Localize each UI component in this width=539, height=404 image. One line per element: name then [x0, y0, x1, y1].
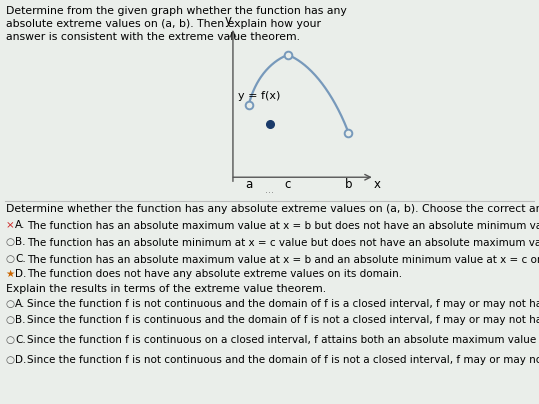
Text: ○: ○ [5, 299, 15, 309]
Text: ○: ○ [5, 335, 15, 345]
Text: ○: ○ [5, 254, 15, 264]
Text: B.: B. [15, 315, 25, 325]
Text: ★: ★ [5, 269, 15, 279]
Text: ○: ○ [5, 315, 15, 325]
Text: a: a [245, 178, 252, 191]
Text: The function does not have any absolute extreme values on its domain.: The function does not have any absolute … [27, 269, 402, 279]
Text: A.: A. [15, 220, 25, 230]
Text: Determine from the given graph whether the function has any
absolute extreme val: Determine from the given graph whether t… [6, 6, 347, 42]
Text: y = f(x): y = f(x) [238, 91, 281, 101]
Text: ○: ○ [5, 355, 15, 365]
Text: ...: ... [265, 185, 274, 195]
Text: Since the function f is continuous and the domain of f is not a closed interval,: Since the function f is continuous and t… [27, 315, 539, 325]
Text: Determine whether the function has any absolute extreme values on (a, b). Choose: Determine whether the function has any a… [6, 204, 539, 214]
Text: Since the function f is not continuous and the domain of f is not a closed inter: Since the function f is not continuous a… [27, 355, 539, 365]
Text: c: c [285, 178, 291, 191]
Text: The function has an absolute maximum value at x = b and an absolute minimum valu: The function has an absolute maximum val… [27, 254, 539, 264]
Text: x: x [374, 178, 381, 191]
Text: The function has an absolute minimum at x = c value but does not have an absolut: The function has an absolute minimum at … [27, 237, 539, 247]
Text: y: y [224, 14, 231, 27]
Text: D.: D. [15, 269, 26, 279]
Text: The function has an absolute maximum value at x = b but does not have an absolut: The function has an absolute maximum val… [27, 220, 539, 230]
Text: ⨯: ⨯ [5, 220, 14, 230]
Text: Since the function f is continuous on a closed interval, f attains both an absol: Since the function f is continuous on a … [27, 335, 539, 345]
Text: D.: D. [15, 355, 26, 365]
Text: A.: A. [15, 299, 25, 309]
Text: b: b [344, 178, 352, 191]
Text: Explain the results in terms of the extreme value theorem.: Explain the results in terms of the extr… [6, 284, 327, 295]
Text: Since the function f is not continuous and the domain of f is a closed interval,: Since the function f is not continuous a… [27, 299, 539, 309]
Text: C.: C. [15, 335, 26, 345]
Text: C.: C. [15, 254, 26, 264]
Text: B.: B. [15, 237, 25, 247]
Text: ○: ○ [5, 237, 15, 247]
